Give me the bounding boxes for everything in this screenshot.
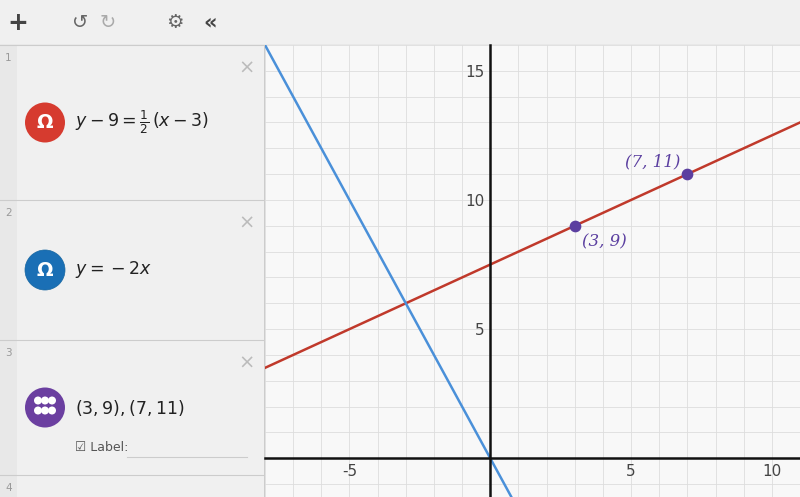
Point [681, 170, 694, 178]
Text: Ω: Ω [37, 260, 54, 279]
Point [568, 222, 581, 230]
Text: ⚙: ⚙ [166, 13, 184, 32]
Text: Ω: Ω [37, 113, 54, 132]
Text: +: + [7, 10, 29, 34]
Text: 3: 3 [5, 348, 12, 358]
Text: ×: × [239, 354, 255, 373]
Text: (3, 9): (3, 9) [582, 234, 626, 250]
Text: $y = -2x$: $y = -2x$ [75, 259, 152, 280]
Text: 4: 4 [5, 483, 12, 493]
Text: ×: × [239, 59, 255, 78]
Text: ☑ Label:: ☑ Label: [75, 440, 128, 453]
Circle shape [34, 407, 42, 414]
Circle shape [41, 397, 49, 405]
Text: $(3,9),(7,11)$: $(3,9),(7,11)$ [75, 398, 185, 417]
Circle shape [25, 388, 65, 427]
Text: (7, 11): (7, 11) [626, 154, 681, 170]
Text: 2: 2 [5, 208, 12, 218]
Circle shape [48, 407, 56, 414]
Text: ↺: ↺ [72, 13, 88, 32]
Text: ↻: ↻ [100, 13, 116, 32]
Circle shape [48, 397, 56, 405]
Text: ×: × [239, 214, 255, 233]
Circle shape [25, 102, 65, 143]
Circle shape [41, 407, 49, 414]
Bar [264, 45, 265, 497]
Text: 1: 1 [5, 53, 12, 63]
Text: $y - 9 = \frac{1}{2}\,(x - 3)$: $y - 9 = \frac{1}{2}\,(x - 3)$ [75, 109, 209, 136]
Text: «: « [203, 12, 217, 32]
Circle shape [34, 397, 42, 405]
Bar [0, 45, 17, 497]
Circle shape [25, 250, 65, 290]
